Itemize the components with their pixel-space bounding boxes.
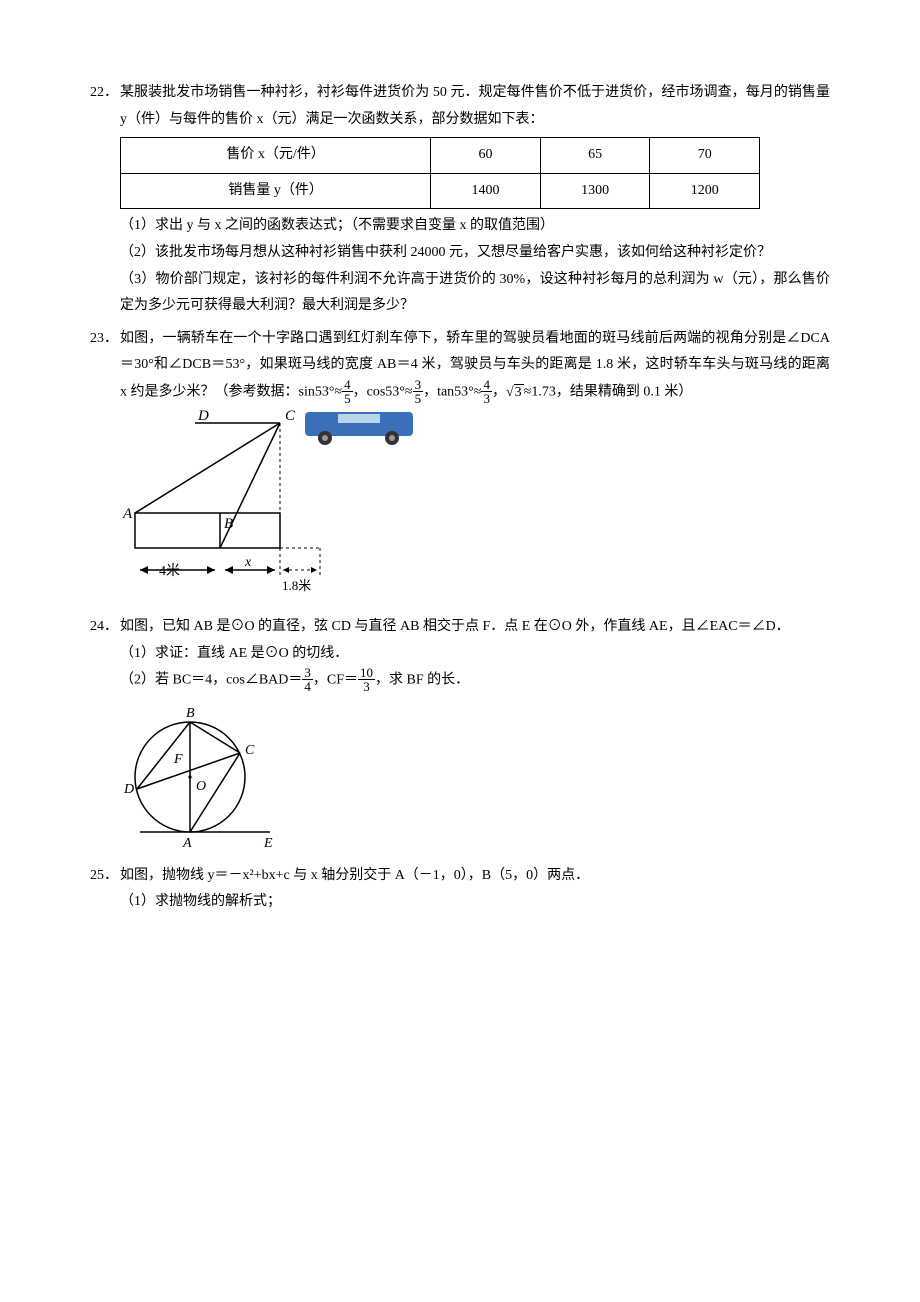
th-qty: 销售量 y（件） bbox=[121, 173, 431, 209]
problem-23-number: 23． bbox=[90, 326, 120, 407]
td: 1200 bbox=[650, 173, 760, 209]
problem-25-q1: （1）求抛物线的解析式； bbox=[120, 889, 830, 916]
t: ，求 BF 的长． bbox=[375, 673, 469, 688]
n: 10 bbox=[358, 666, 375, 680]
d: 3 bbox=[481, 392, 492, 405]
table-row: 售价 x（元/件） 60 65 70 bbox=[121, 138, 760, 174]
svg-text:C: C bbox=[285, 408, 296, 424]
problem-24-q2: （2）若 BC＝4，cos∠BAD＝34，CF＝103，求 BF 的长． bbox=[120, 667, 830, 694]
td: 1400 bbox=[431, 173, 541, 209]
problem-24-figure: B C D F O A E bbox=[120, 697, 830, 857]
sqrt-icon: √3 bbox=[506, 380, 524, 407]
svg-text:D: D bbox=[197, 408, 209, 424]
circle-figure-icon: B C D F O A E bbox=[120, 697, 300, 857]
car-icon bbox=[305, 412, 413, 445]
problem-22-stem: 22． 某服装批发市场销售一种衬衫，衬衫每件进货价为 50 元．规定每件售价不低… bbox=[90, 80, 830, 133]
svg-text:C: C bbox=[245, 743, 255, 758]
problem-24-stem: 24． 如图，已知 AB 是⊙O 的直径，弦 CD 与直径 AB 相交于点 F．… bbox=[90, 614, 830, 641]
problem-23-stem: 23． 如图，一辆轿车在一个十字路口遇到红灯刹车停下，轿车里的驾驶员看地面的斑马… bbox=[90, 326, 830, 407]
n: 4 bbox=[342, 378, 353, 392]
td: 1300 bbox=[540, 173, 650, 209]
problem-25-text: 如图，抛物线 y＝－x²+bx+c 与 x 轴分别交于 A（－1，0），B（5，… bbox=[120, 863, 830, 890]
frac-icon: 34 bbox=[302, 666, 313, 693]
problem-24-text: 如图，已知 AB 是⊙O 的直径，弦 CD 与直径 AB 相交于点 F．点 E … bbox=[120, 614, 830, 641]
t: ，tan53°≈ bbox=[423, 385, 481, 400]
t: ≈1.73，结果精确到 0.1 米） bbox=[524, 385, 693, 400]
problem-22-q2: （2）该批发市场每月想从这种衬衫销售中获利 24000 元，又想尽量给客户实惠，… bbox=[120, 240, 830, 267]
problem-22-q1: （1）求出 y 与 x 之间的函数表达式；（不需要求自变量 x 的取值范围） bbox=[120, 213, 830, 240]
t: ，cos53°≈ bbox=[353, 385, 413, 400]
t: ， bbox=[492, 385, 506, 400]
svg-text:A: A bbox=[182, 836, 192, 851]
frac-icon: 103 bbox=[358, 666, 375, 693]
t: （2）若 BC＝4，cos∠BAD＝ bbox=[120, 673, 302, 688]
table-row: 销售量 y（件） 1400 1300 1200 bbox=[121, 173, 760, 209]
frac-icon: 43 bbox=[481, 378, 492, 405]
t: ，CF＝ bbox=[313, 673, 358, 688]
problem-25: 25． 如图，抛物线 y＝－x²+bx+c 与 x 轴分别交于 A（－1，0），… bbox=[90, 863, 830, 916]
problem-23-text: 如图，一辆轿车在一个十字路口遇到红灯刹车停下，轿车里的驾驶员看地面的斑马线前后两… bbox=[120, 326, 830, 407]
frac-icon: 45 bbox=[342, 378, 353, 405]
problem-22-table: 售价 x（元/件） 60 65 70 销售量 y（件） 1400 1300 12… bbox=[120, 137, 760, 209]
svg-text:D: D bbox=[123, 782, 134, 797]
td: 70 bbox=[650, 138, 760, 174]
svg-text:4米: 4米 bbox=[159, 563, 180, 579]
svg-text:A: A bbox=[122, 506, 133, 522]
svg-text:O: O bbox=[196, 779, 206, 794]
svg-text:x: x bbox=[244, 555, 252, 570]
n: 3 bbox=[413, 378, 424, 392]
svg-text:B: B bbox=[186, 706, 195, 721]
d: 4 bbox=[302, 680, 313, 693]
problem-24: 24． 如图，已知 AB 是⊙O 的直径，弦 CD 与直径 AB 相交于点 F．… bbox=[90, 614, 830, 857]
problem-22: 22． 某服装批发市场销售一种衬衫，衬衫每件进货价为 50 元．规定每件售价不低… bbox=[90, 80, 830, 320]
problem-23-figure: D C A B 4米 x 1.8米 bbox=[120, 408, 830, 608]
problem-22-number: 22． bbox=[90, 80, 120, 133]
td: 65 bbox=[540, 138, 650, 174]
d: 5 bbox=[342, 392, 353, 405]
svg-text:1.8米: 1.8米 bbox=[282, 578, 311, 593]
problem-24-number: 24． bbox=[90, 614, 120, 641]
svg-text:B: B bbox=[224, 516, 233, 532]
problem-24-q1: （1）求证：直线 AE 是⊙O 的切线． bbox=[120, 641, 830, 668]
problem-25-number: 25． bbox=[90, 863, 120, 890]
n: 4 bbox=[481, 378, 492, 392]
n: 3 bbox=[302, 666, 313, 680]
svg-text:F: F bbox=[173, 752, 183, 767]
d: 3 bbox=[358, 680, 375, 693]
d: 5 bbox=[413, 392, 424, 405]
problem-22-q3: （3）物价部门规定，该衬衫的每件利润不允许高于进货价的 30%，设这种衬衫每月的… bbox=[120, 267, 830, 320]
th-price: 售价 x（元/件） bbox=[121, 138, 431, 174]
problem-23: 23． 如图，一辆轿车在一个十字路口遇到红灯刹车停下，轿车里的驾驶员看地面的斑马… bbox=[90, 326, 830, 609]
r: 3 bbox=[514, 384, 524, 400]
svg-text:E: E bbox=[263, 836, 273, 851]
td: 60 bbox=[431, 138, 541, 174]
crosswalk-figure-icon: D C A B 4米 x 1.8米 bbox=[120, 408, 420, 608]
problem-22-text: 某服装批发市场销售一种衬衫，衬衫每件进货价为 50 元．规定每件售价不低于进货价… bbox=[120, 80, 830, 133]
problem-25-stem: 25． 如图，抛物线 y＝－x²+bx+c 与 x 轴分别交于 A（－1，0），… bbox=[90, 863, 830, 890]
frac-icon: 35 bbox=[413, 378, 424, 405]
